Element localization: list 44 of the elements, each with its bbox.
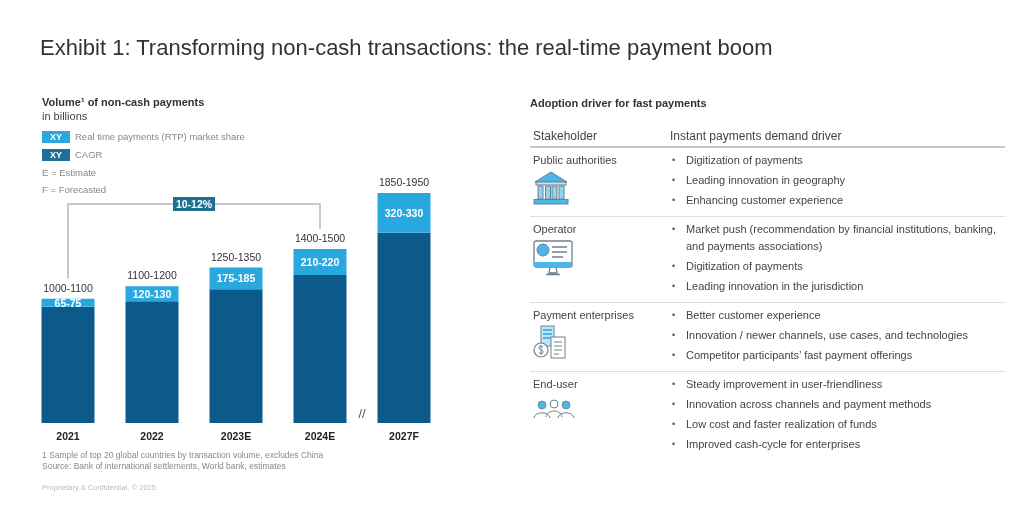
text: • Digitization of payments • Leading innovation in geography • Enhancing customer experience <box>672 154 846 206</box>
text: End-user <box>533 377 579 392</box>
total-label: 1000-1100 <box>42 281 94 295</box>
text: E = Estimate <box>42 167 97 179</box>
data-label: 210-220 <box>300 256 340 268</box>
annotation: // <box>357 406 367 421</box>
x-tick-label: 2024E <box>304 429 336 442</box>
chart-subtitle: Volume¹ of non-cash payments <box>42 96 205 108</box>
total-label: 1100-1200 <box>126 269 178 283</box>
text: XY <box>42 131 70 143</box>
text: CAGR <box>75 149 103 161</box>
chart-title: Exhibit 1: Transforming non-cash transactions: the real-time payment boom <box>40 35 773 61</box>
annotation: F = Forecasted <box>42 184 107 196</box>
text: • Better customer experience • Innovation / newer channels, use cases, and technologies • Competitor participants’ fast payment offerings <box>672 309 968 361</box>
bar <box>377 232 431 423</box>
text: 1 Sample of top 20 global countries by transaction volume, excludes China <box>42 450 324 461</box>
text: • Steady improvement in user-friendliness • Innovation across channels and payment methods • Low cost and faster realization of funds • Improved cash-cycle for enterprises <box>672 378 932 450</box>
text: Stakeholder <box>532 128 599 145</box>
total-label: 1250-1350 <box>209 250 263 264</box>
total-label: 1850-1950 <box>377 176 431 189</box>
bar <box>41 306 95 423</box>
x-tick-label: 2027F <box>389 429 420 442</box>
total-label: 1400-1500 <box>293 231 347 245</box>
text: Operator <box>533 222 578 237</box>
x-tick-label: 2022 <box>140 429 164 442</box>
text: XY <box>42 149 70 161</box>
text: • Market push (recommendation by financial institutions, banking, and payments associations) • Digitization of payments • Leading innovation in the jurisdiction <box>672 223 996 292</box>
text: Public authorities <box>533 153 618 168</box>
bar <box>209 289 263 423</box>
text: Adoption driver for fast payments <box>530 97 707 110</box>
x-tick-label: 2021 <box>56 429 80 442</box>
source-note: Source: Bank of international settlements, World bank, estimates <box>42 461 286 472</box>
data-label: 65-75 <box>54 296 82 309</box>
data-label: 120-130 <box>132 287 172 300</box>
text: Payment enterprises <box>533 308 635 323</box>
y-axis-title: in billions <box>42 110 88 122</box>
annotation: 10-12% <box>173 196 215 211</box>
legend-label: Real time payments (RTP) market share <box>75 131 245 143</box>
bar <box>293 275 347 423</box>
text: Instant payments demand driver <box>670 128 843 145</box>
data-label: 320-330 <box>384 206 424 219</box>
data-label: 175-185 <box>216 272 256 285</box>
x-tick-label: 2023E <box>220 429 252 442</box>
bar <box>125 301 179 423</box>
